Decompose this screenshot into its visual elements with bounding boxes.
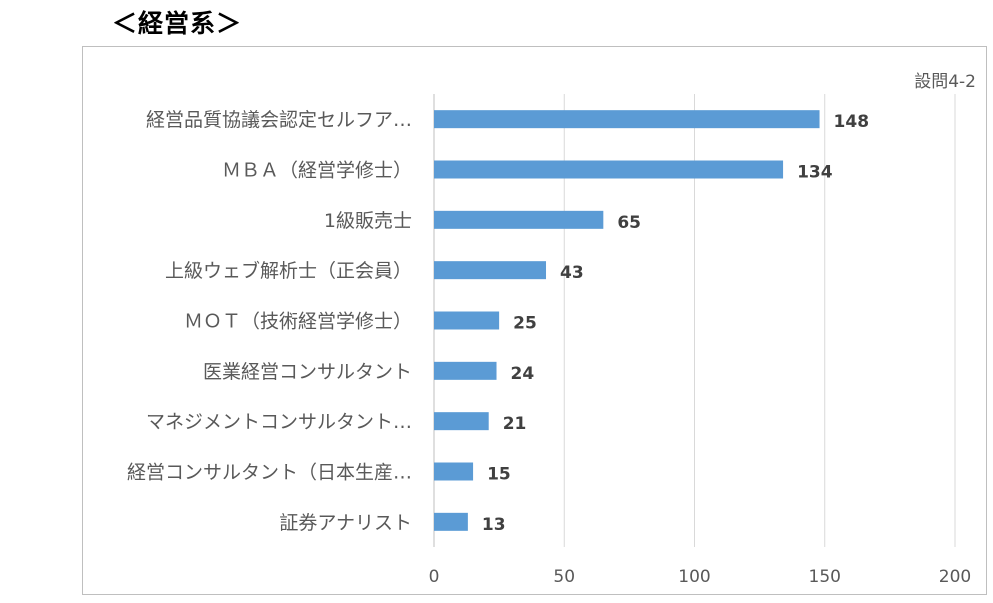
data-label: 148 (834, 112, 870, 132)
category-label: 1級販売士 (324, 210, 412, 232)
category-label: 証券アナリスト (279, 512, 412, 534)
category-label: 経営コンサルタント（日本生産… (127, 462, 412, 484)
bar (434, 361, 497, 380)
category-label: ＭＢＡ（経営学修士） (222, 160, 412, 182)
data-label: 134 (797, 163, 833, 183)
data-label: 25 (513, 314, 537, 334)
category-label: マネジメントコンサルタント… (146, 411, 412, 433)
data-label: 15 (487, 465, 511, 485)
data-label: 43 (560, 263, 584, 283)
x-tick-label: 100 (678, 567, 710, 587)
bar (434, 462, 474, 481)
category-label: 上級ウェブ解析士（正会員） (165, 259, 412, 282)
x-tick-label: 200 (939, 567, 971, 587)
data-label: 65 (617, 213, 641, 233)
category-label: 医業経営コンサルタント (203, 361, 412, 383)
bar (434, 110, 820, 129)
bar (434, 261, 547, 280)
data-label: 21 (503, 414, 527, 434)
data-label: 24 (511, 364, 535, 384)
bar (434, 160, 784, 179)
x-tick-label: 150 (809, 567, 841, 587)
chart-note: 設問4-2 (914, 72, 976, 92)
category-label: ＭＯＴ（技術経営学修士） (184, 311, 412, 333)
category-label: 経営品質協議会認定セルフア… (146, 109, 412, 131)
bar (434, 512, 468, 531)
x-tick-label: 50 (553, 567, 575, 587)
chart-heading: ＜経営系＞ (112, 9, 243, 38)
bar (434, 412, 489, 431)
bar (434, 210, 604, 229)
bar (434, 311, 500, 330)
x-tick-label: 0 (429, 567, 440, 587)
data-label: 13 (482, 515, 506, 535)
chart-area: 設問4-2 (82, 46, 987, 595)
